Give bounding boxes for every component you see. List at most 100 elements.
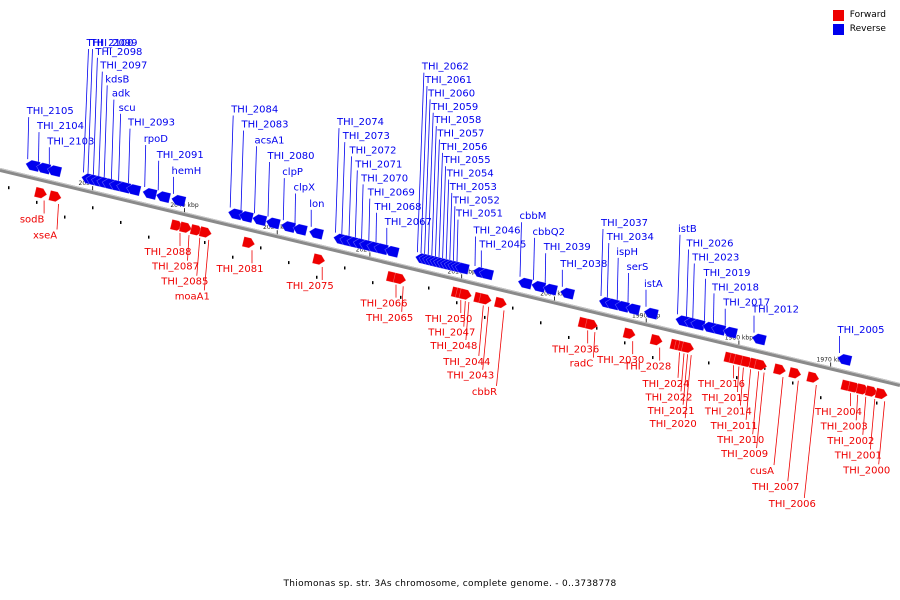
gene-thi-2030[interactable]: [622, 327, 637, 341]
gene-thi-2012[interactable]: [751, 332, 768, 346]
gene-acsa1[interactable]: [251, 213, 268, 227]
gene-label[interactable]: THI_2104: [36, 121, 84, 132]
gene-label[interactable]: THI_2069: [367, 188, 415, 199]
gene-label[interactable]: THI_2004: [814, 407, 862, 418]
gene-lon[interactable]: [308, 227, 325, 240]
gene-label[interactable]: THI_2081: [215, 264, 263, 275]
gene-label[interactable]: THI_2022: [644, 392, 692, 403]
gene-label[interactable]: rpoD: [144, 134, 169, 145]
gene-label[interactable]: THI_2057: [436, 128, 484, 139]
gene-label[interactable]: THI_2073: [342, 131, 390, 142]
gene-label[interactable]: THI_2066: [359, 299, 407, 310]
gene-cbbr[interactable]: [493, 296, 508, 310]
gene-label[interactable]: sodB: [20, 215, 45, 226]
gene-label[interactable]: THI_2052: [452, 195, 500, 206]
gene-thi-2005[interactable]: [836, 353, 853, 367]
gene-label[interactable]: THI_2083: [241, 120, 289, 131]
gene-thi-2020[interactable]: [680, 341, 695, 355]
gene-radc[interactable]: [584, 318, 599, 332]
gene-label[interactable]: radC: [570, 359, 594, 370]
gene-label[interactable]: acsA1: [255, 135, 285, 146]
gene-label[interactable]: moaA1: [175, 291, 210, 302]
gene-thi-2087[interactable]: [178, 221, 193, 235]
gene-label[interactable]: THI_2068: [374, 202, 422, 213]
gene-label[interactable]: THI_2085: [160, 277, 208, 288]
gene-thi-2043[interactable]: [478, 292, 493, 306]
gene-label[interactable]: THI_2099: [90, 38, 138, 49]
gene-sodb[interactable]: [33, 186, 48, 200]
gene-label[interactable]: THI_2050: [424, 314, 472, 325]
gene-label[interactable]: THI_2045: [478, 239, 526, 250]
gene-label[interactable]: THI_2009: [720, 449, 768, 460]
gene-label[interactable]: THI_2074: [336, 117, 384, 128]
gene-label[interactable]: THI_2059: [430, 102, 478, 113]
gene-label[interactable]: kdsB: [105, 74, 129, 85]
gene-label[interactable]: istA: [644, 279, 663, 290]
gene-thi-2000[interactable]: [874, 387, 889, 401]
gene-label[interactable]: THI_2103: [46, 136, 94, 147]
gene-label[interactable]: THI_2080: [267, 151, 315, 162]
gene-label[interactable]: THI_2053: [449, 182, 497, 193]
gene-label[interactable]: lon: [309, 199, 324, 210]
gene-thi-2028[interactable]: [649, 333, 664, 347]
gene-thi-2081[interactable]: [241, 236, 256, 250]
gene-thi-2006[interactable]: [805, 371, 820, 384]
gene-label[interactable]: THI_2017: [722, 298, 770, 309]
gene-label[interactable]: THI_2046: [473, 225, 521, 236]
gene-label[interactable]: THI_2088: [143, 247, 191, 258]
gene-label[interactable]: THI_2087: [151, 262, 199, 273]
gene-label[interactable]: THI_2072: [349, 145, 397, 156]
gene-thi-2038[interactable]: [559, 287, 576, 300]
gene-thi-2103[interactable]: [46, 164, 63, 178]
gene-thi-2080[interactable]: [265, 216, 282, 230]
gene-label[interactable]: THI_2020: [649, 419, 697, 430]
gene-cbbq2[interactable]: [530, 280, 547, 294]
gene-label[interactable]: THI_2047: [427, 328, 475, 339]
gene-label[interactable]: THI_2007: [751, 482, 799, 493]
gene-label[interactable]: THI_2015: [701, 393, 749, 404]
gene-label[interactable]: THI_2036: [551, 344, 599, 355]
gene-label[interactable]: cusA: [750, 466, 774, 477]
gene-thi-2017[interactable]: [722, 326, 739, 339]
gene-label[interactable]: ispH: [616, 247, 638, 258]
gene-label[interactable]: THI_2043: [446, 371, 494, 382]
gene-thi-2091[interactable]: [155, 190, 172, 204]
gene-label[interactable]: THI_2100: [86, 38, 134, 49]
gene-label[interactable]: THI_2001: [834, 450, 882, 461]
gene-label[interactable]: clpP: [282, 167, 303, 178]
gene-label[interactable]: THI_2005: [837, 325, 885, 336]
gene-moaa1[interactable]: [198, 225, 213, 239]
gene-label[interactable]: THI_2071: [354, 159, 402, 170]
gene-label[interactable]: THI_2030: [596, 355, 644, 366]
gene-label[interactable]: THI_2058: [433, 115, 481, 126]
gene-label[interactable]: THI_2065: [365, 313, 413, 324]
gene-label[interactable]: THI_2048: [429, 341, 477, 352]
gene-label[interactable]: THI_2039: [543, 242, 591, 253]
gene-label[interactable]: THI_2051: [455, 209, 503, 220]
gene-label[interactable]: clpX: [294, 182, 316, 193]
gene-thi-2009[interactable]: [753, 358, 768, 372]
gene-label[interactable]: THI_2061: [424, 75, 472, 86]
gene-label[interactable]: THI_2016: [697, 379, 745, 390]
gene-label[interactable]: hemH: [172, 166, 202, 177]
gene-label[interactable]: THI_2075: [286, 281, 334, 292]
gene-label[interactable]: THI_2093: [127, 118, 175, 129]
gene-label[interactable]: THI_2060: [427, 88, 475, 99]
gene-label[interactable]: THI_2054: [446, 169, 494, 180]
gene-label[interactable]: THI_2056: [440, 142, 488, 153]
gene-label[interactable]: scu: [119, 103, 136, 114]
gene-label[interactable]: THI_2021: [647, 406, 695, 417]
gene-label[interactable]: cbbR: [472, 387, 497, 398]
gene-hemh[interactable]: [170, 194, 187, 208]
gene-cusa[interactable]: [772, 363, 787, 376]
gene-thi-2051[interactable]: [454, 261, 471, 275]
gene-label[interactable]: THI_2019: [703, 268, 751, 279]
gene-label[interactable]: THI_2011: [710, 421, 758, 432]
gene-label[interactable]: THI_2105: [26, 106, 74, 117]
gene-label[interactable]: adk: [112, 89, 130, 100]
gene-thi-2048[interactable]: [458, 288, 473, 301]
gene-label[interactable]: THI_2037: [600, 218, 648, 229]
gene-thi-2075[interactable]: [311, 252, 326, 266]
gene-label[interactable]: istB: [678, 224, 697, 235]
gene-label[interactable]: THI_2026: [686, 238, 734, 249]
